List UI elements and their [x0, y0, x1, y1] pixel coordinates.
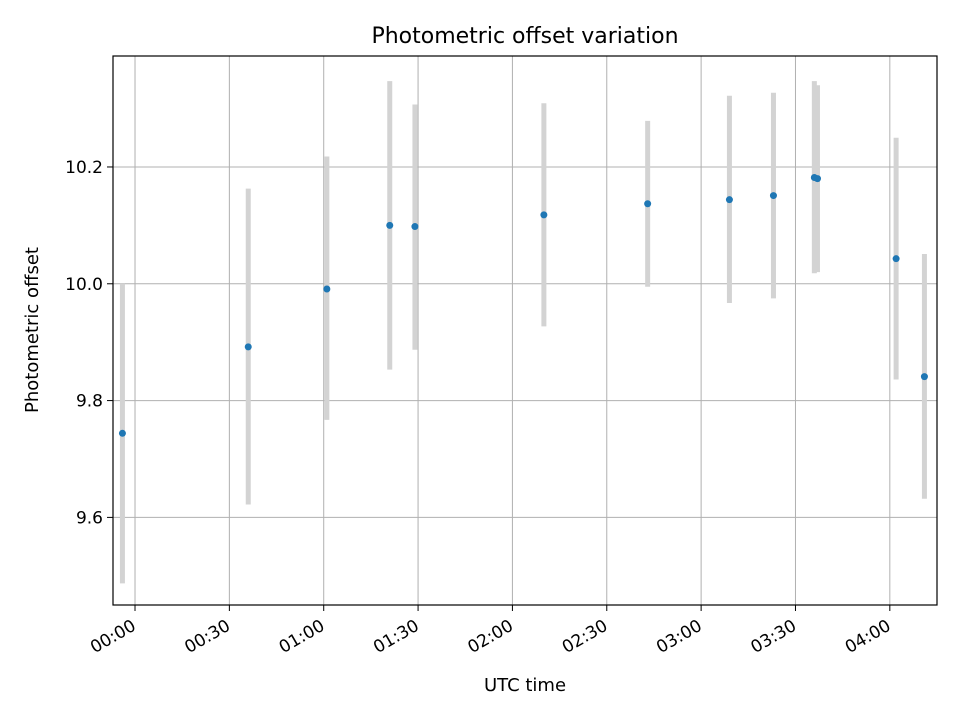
- y-tick-label: 10.0: [65, 275, 103, 295]
- y-tick-label: 10.2: [65, 158, 103, 178]
- data-point: [644, 200, 652, 208]
- chart-title: Photometric offset variation: [371, 24, 678, 49]
- data-point: [769, 192, 777, 200]
- grid-layer: [113, 56, 937, 605]
- data-point: [118, 429, 126, 437]
- data-point: [323, 285, 331, 293]
- data-point: [411, 223, 419, 231]
- data-point: [725, 196, 733, 204]
- y-axis-label: Photometric offset: [22, 247, 43, 413]
- data-point: [244, 343, 252, 351]
- x-axis-label: UTC time: [484, 675, 566, 696]
- data-point: [920, 373, 928, 381]
- data-point: [892, 255, 900, 263]
- data-layer: [118, 81, 928, 584]
- data-point: [813, 175, 821, 183]
- y-tick-label: 9.6: [76, 508, 103, 528]
- data-point: [540, 211, 548, 219]
- y-tick-label: 9.8: [76, 392, 103, 412]
- data-point: [386, 221, 394, 229]
- plot-frame: [112, 55, 938, 606]
